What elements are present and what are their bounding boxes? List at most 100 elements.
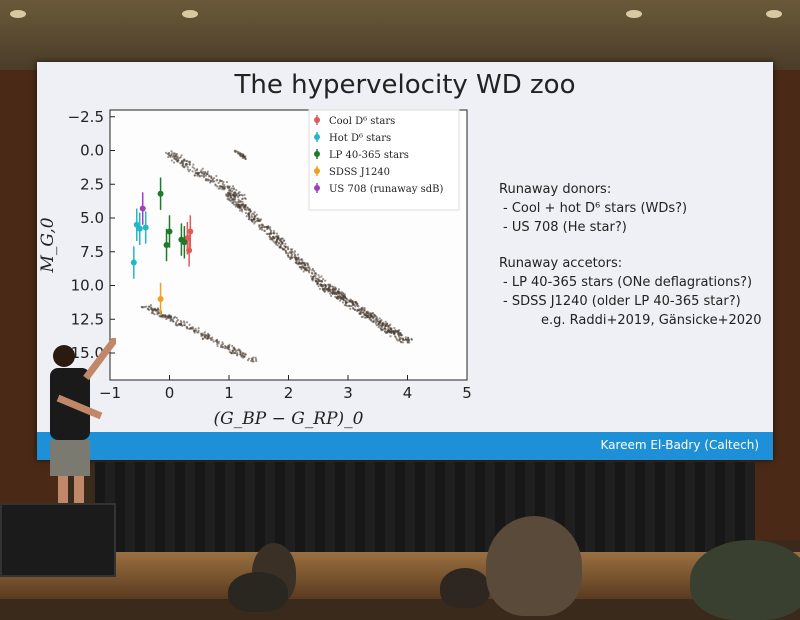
legend-box [308,109,460,211]
main-sequence-point [401,337,404,340]
giant-branch-point [227,189,231,192]
x-tick-label: −1 [99,384,121,402]
main-sequence-point [275,232,279,235]
main-sequence-point [300,258,303,261]
giant-branch-point [208,179,211,182]
main-sequence-point [313,269,316,273]
presenter-figure [50,338,116,504]
main-sequence-point [298,260,301,263]
legend-marker [314,117,320,123]
main-sequence-point [407,339,411,342]
white-dwarf-point [246,359,250,362]
white-dwarf-point [183,324,187,327]
main-sequence-point [345,297,348,300]
white-dwarf-point [188,323,191,326]
main-sequence-point [244,204,247,207]
giant-branch-point [168,154,172,157]
giant-branch-point [221,182,224,185]
main-sequence-point [228,197,231,200]
main-sequence-point [280,237,283,240]
main-sequence-point [261,226,264,229]
giant-branch-point [238,194,241,197]
slide-title: The hypervelocity WD zoo [234,70,576,100]
main-sequence-point [299,265,302,269]
white-dwarf-point [175,316,178,320]
main-sequence-point [229,193,232,196]
white-dwarf-point [232,346,235,350]
ceiling-light [626,10,642,18]
main-sequence-point [317,274,320,277]
giant-branch-point [216,185,219,188]
white-dwarf-point [192,329,195,332]
main-sequence-point [226,195,229,198]
main-sequence-point [361,315,365,318]
main-sequence-point [334,287,338,290]
white-dwarf-point [255,359,258,363]
bullet-heading-accretors: Runaway accetors: [499,256,623,271]
data-point [186,247,193,254]
white-dwarf-point [221,341,224,344]
main-sequence-point [238,209,242,212]
main-sequence-point [316,282,319,285]
giant-branch-point [191,170,194,173]
main-sequence-point [361,311,364,314]
giant-branch-point [237,192,240,195]
main-sequence-point [231,194,234,197]
legend-marker [314,134,320,140]
y-tick-label: 15.0 [71,344,104,362]
main-sequence-point [371,312,374,315]
giant-branch-point [203,174,206,177]
main-sequence-point [343,294,346,298]
giant-branch-point [172,161,176,164]
main-sequence-point [371,320,374,323]
main-sequence-point [283,239,286,242]
giant-branch-point [187,170,190,173]
main-sequence-point [398,338,401,341]
main-sequence-point [311,278,314,281]
audience-head [440,568,490,608]
legend-marker [314,185,320,191]
giant-branch-point [176,155,179,158]
red-clump-point [235,150,238,153]
white-dwarf-point [255,358,258,361]
main-sequence-point [276,238,279,241]
red-clump-point [239,152,242,155]
giant-branch-point [184,160,188,163]
bullet-item: - Cool + hot D⁶ stars (WDs?) [503,201,688,216]
main-sequence-point [269,232,273,235]
white-dwarf-point [197,327,200,330]
white-dwarf-point [151,312,155,315]
data-point [157,190,164,197]
data-point [163,242,170,248]
main-sequence-point [259,224,262,227]
x-tick-label: 0 [165,384,175,402]
main-sequence-point [393,335,397,338]
main-sequence-point [236,195,240,199]
main-sequence-point [335,292,338,295]
main-sequence-point [357,305,360,308]
main-sequence-point [225,193,229,196]
giant-branch-point [186,168,189,171]
white-dwarf-point [231,350,235,353]
main-sequence-point [388,331,391,334]
giant-branch-point [217,181,220,185]
main-sequence-point [302,266,306,269]
main-sequence-point [375,324,378,327]
main-sequence-point [407,337,410,340]
main-sequence-point [272,232,275,235]
main-sequence-point [316,278,319,281]
main-sequence-point [378,317,381,320]
main-sequence-point [323,279,327,282]
giant-branch-point [204,171,207,174]
white-dwarf-point [239,353,242,356]
main-sequence-point [375,316,378,319]
data-point [166,228,173,235]
giant-branch-point [193,174,196,177]
main-sequence-point [250,218,253,221]
main-sequence-point [272,230,276,233]
main-sequence-point [293,251,296,254]
stage-curtain [95,462,755,554]
main-sequence-point [320,279,323,283]
main-sequence-point [344,299,347,303]
ceiling-light [10,10,26,18]
